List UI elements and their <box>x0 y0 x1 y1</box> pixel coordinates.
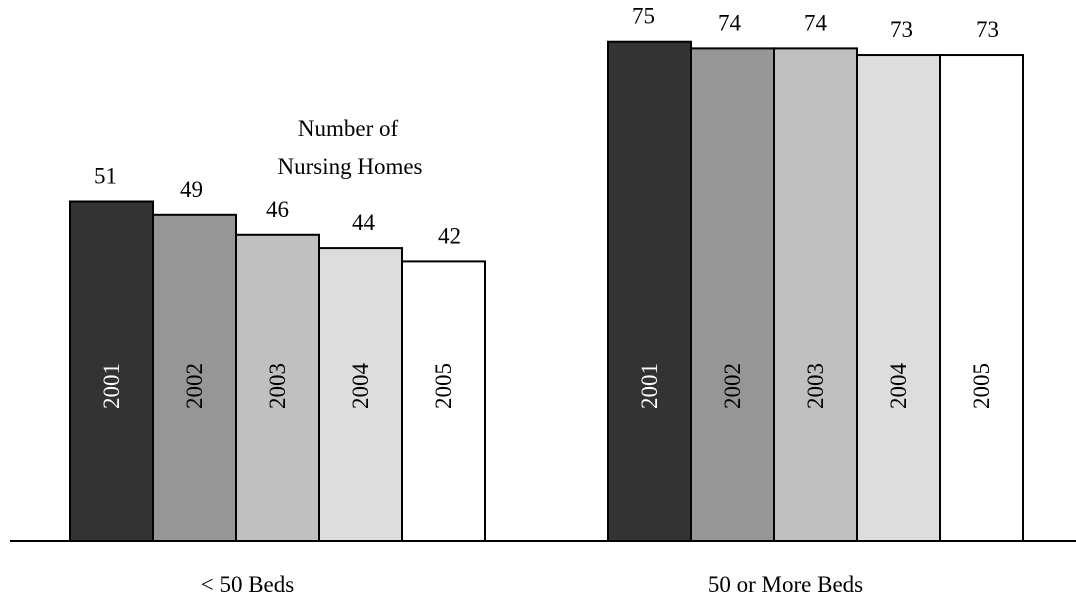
bar-2004-group-1 <box>318 247 403 542</box>
bar-2001-group-1 <box>69 200 154 542</box>
year-label-2002-group-2: 2002 <box>720 363 745 409</box>
bar-2001-group-2 <box>607 40 692 542</box>
year-label-2002-group-1: 2002 <box>182 363 207 409</box>
year-label-2003-group-2: 2003 <box>803 363 828 409</box>
value-label-2004-group-2: 73 <box>890 17 913 42</box>
bar-layer: 51 2001 49 2002 46 2003 44 2004 42 2005 75 2001 74 20… <box>69 4 1024 543</box>
year-label-2003-group-1: 2003 <box>265 363 290 409</box>
bar-2005-group-2 <box>939 54 1024 542</box>
year-label-2005-group-1: 2005 <box>431 363 456 409</box>
bar-2004-group-2 <box>856 54 941 542</box>
value-label-2003-group-1: 46 <box>266 197 289 222</box>
value-label-2002-group-2: 74 <box>718 10 742 35</box>
chart-title-line-2: Nursing Homes <box>277 154 422 179</box>
value-label-2002-group-1: 49 <box>180 177 203 202</box>
chart-title-line-1: Number of <box>298 116 399 141</box>
category-labels: < 50 Beds 50 or More Beds <box>201 572 863 597</box>
category-label-2: 50 or More Beds <box>708 572 863 597</box>
value-label-2005-group-1: 42 <box>438 223 461 248</box>
value-label-2005-group-2: 73 <box>976 17 999 42</box>
value-label-2001-group-2: 75 <box>632 4 655 29</box>
value-label-2003-group-2: 74 <box>804 10 828 35</box>
year-label-2001-group-2: 2001 <box>637 363 662 409</box>
year-label-2004-group-2: 2004 <box>886 363 911 410</box>
value-label-2001-group-1: 51 <box>94 163 117 188</box>
bar-2003-group-1 <box>235 233 320 542</box>
category-label-1: < 50 Beds <box>201 572 295 597</box>
year-label-2001-group-1: 2001 <box>99 363 124 409</box>
bar-2002-group-1 <box>152 213 237 542</box>
year-label-2004-group-1: 2004 <box>348 363 373 410</box>
value-label-2004-group-1: 44 <box>352 210 376 235</box>
bar-2003-group-2 <box>773 47 858 543</box>
bar-2002-group-2 <box>690 47 775 543</box>
year-label-2005-group-2: 2005 <box>969 363 994 409</box>
